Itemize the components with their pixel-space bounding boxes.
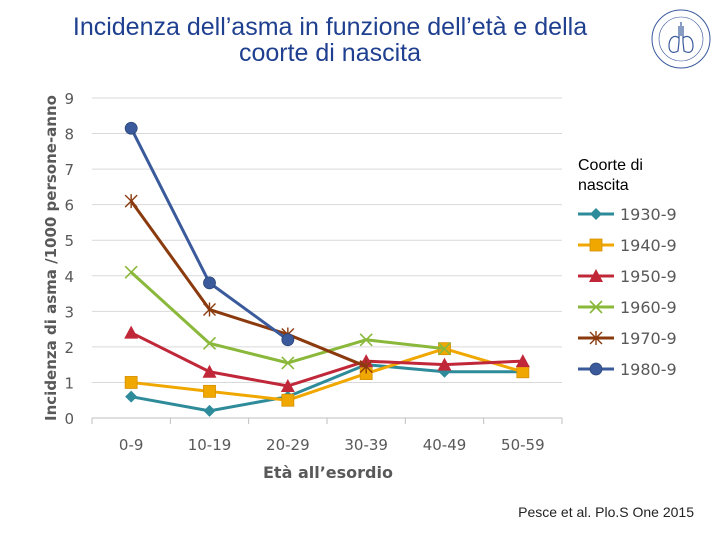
legend-entry: 1950-9 (578, 267, 677, 286)
series-line (130, 271, 445, 365)
data-point (124, 376, 138, 389)
legend-entry: 1960-9 (578, 298, 677, 317)
series-line (130, 331, 523, 388)
x-axis-label: Età all’esordio (263, 463, 393, 482)
legend-label: 1940-9 (620, 236, 677, 255)
legend-label: 1930-9 (620, 205, 677, 224)
legend-label: 1980-9 (620, 360, 677, 379)
series-1980-9 (124, 121, 295, 347)
x-tick-label: 0-9 (119, 436, 144, 454)
y-tick-label: 3 (64, 303, 74, 321)
data-point (281, 356, 295, 370)
data-point (437, 342, 452, 356)
legend-entry: 1970-9 (578, 329, 677, 348)
legend-entry: 1930-9 (578, 205, 677, 224)
x-tick-label: 20-29 (266, 436, 310, 454)
legend-marker (589, 269, 603, 282)
data-point (202, 364, 217, 378)
legend-marker (589, 331, 603, 345)
data-point (359, 359, 373, 374)
series-1940-9 (124, 342, 530, 407)
y-tick-label: 0 (64, 410, 74, 428)
series-line (130, 347, 524, 402)
series-1960-9 (124, 265, 452, 370)
y-axis-label: Incidenza di asma /1000 persone-anno (42, 95, 60, 421)
data-point (515, 354, 530, 368)
y-tick-label: 7 (64, 161, 74, 179)
citation: Pesce et al. Plo.S One 2015 (518, 504, 694, 520)
page-title: Incidenza dell’asma in funzione dell’età… (20, 14, 640, 66)
legend-marker (590, 208, 602, 220)
legend-entry: 1980-9 (578, 360, 677, 379)
data-point (124, 194, 138, 209)
data-point (359, 333, 373, 347)
x-tick-label: 30-39 (344, 436, 388, 454)
data-point (281, 393, 295, 407)
data-point (202, 336, 217, 350)
data-point (280, 379, 295, 392)
x-tick-label: 40-49 (423, 436, 467, 454)
x-tick-label: 50-59 (501, 436, 545, 454)
y-tick-label: 5 (64, 232, 74, 250)
data-point (124, 121, 138, 135)
data-point (281, 333, 295, 347)
y-tick-label: 4 (64, 268, 74, 286)
y-tick-label: 6 (64, 197, 74, 215)
series-line (130, 363, 523, 413)
data-point (203, 276, 216, 290)
data-point (125, 390, 138, 403)
legend-label: 1960-9 (620, 298, 677, 317)
lungs-seal-icon (651, 9, 711, 69)
series-line (129, 200, 367, 368)
x-tick-label: 10-19 (188, 436, 232, 454)
data-point (516, 365, 530, 379)
y-tick-label: 8 (64, 126, 74, 144)
title-line-2: coorte di nascita (238, 39, 422, 67)
legend-label: 1970-9 (620, 329, 677, 348)
data-point (203, 404, 216, 417)
data-point (203, 384, 216, 398)
y-tick-label: 2 (64, 339, 74, 357)
legend-marker (589, 238, 603, 252)
data-point (203, 302, 216, 317)
legend-label: 1950-9 (620, 267, 677, 286)
legend-entry: 1940-9 (578, 236, 677, 255)
data-point (124, 265, 138, 279)
y-tick-label: 1 (64, 374, 74, 392)
title-line-1: Incidenza dell’asma in funzione dell’età… (72, 13, 588, 41)
legend-marker (589, 300, 603, 314)
y-tick-label: 9 (64, 90, 74, 108)
data-point (437, 357, 452, 371)
legend-title: Coorte di nascita (578, 157, 643, 194)
data-point (124, 325, 139, 339)
legend-marker (589, 362, 603, 376)
